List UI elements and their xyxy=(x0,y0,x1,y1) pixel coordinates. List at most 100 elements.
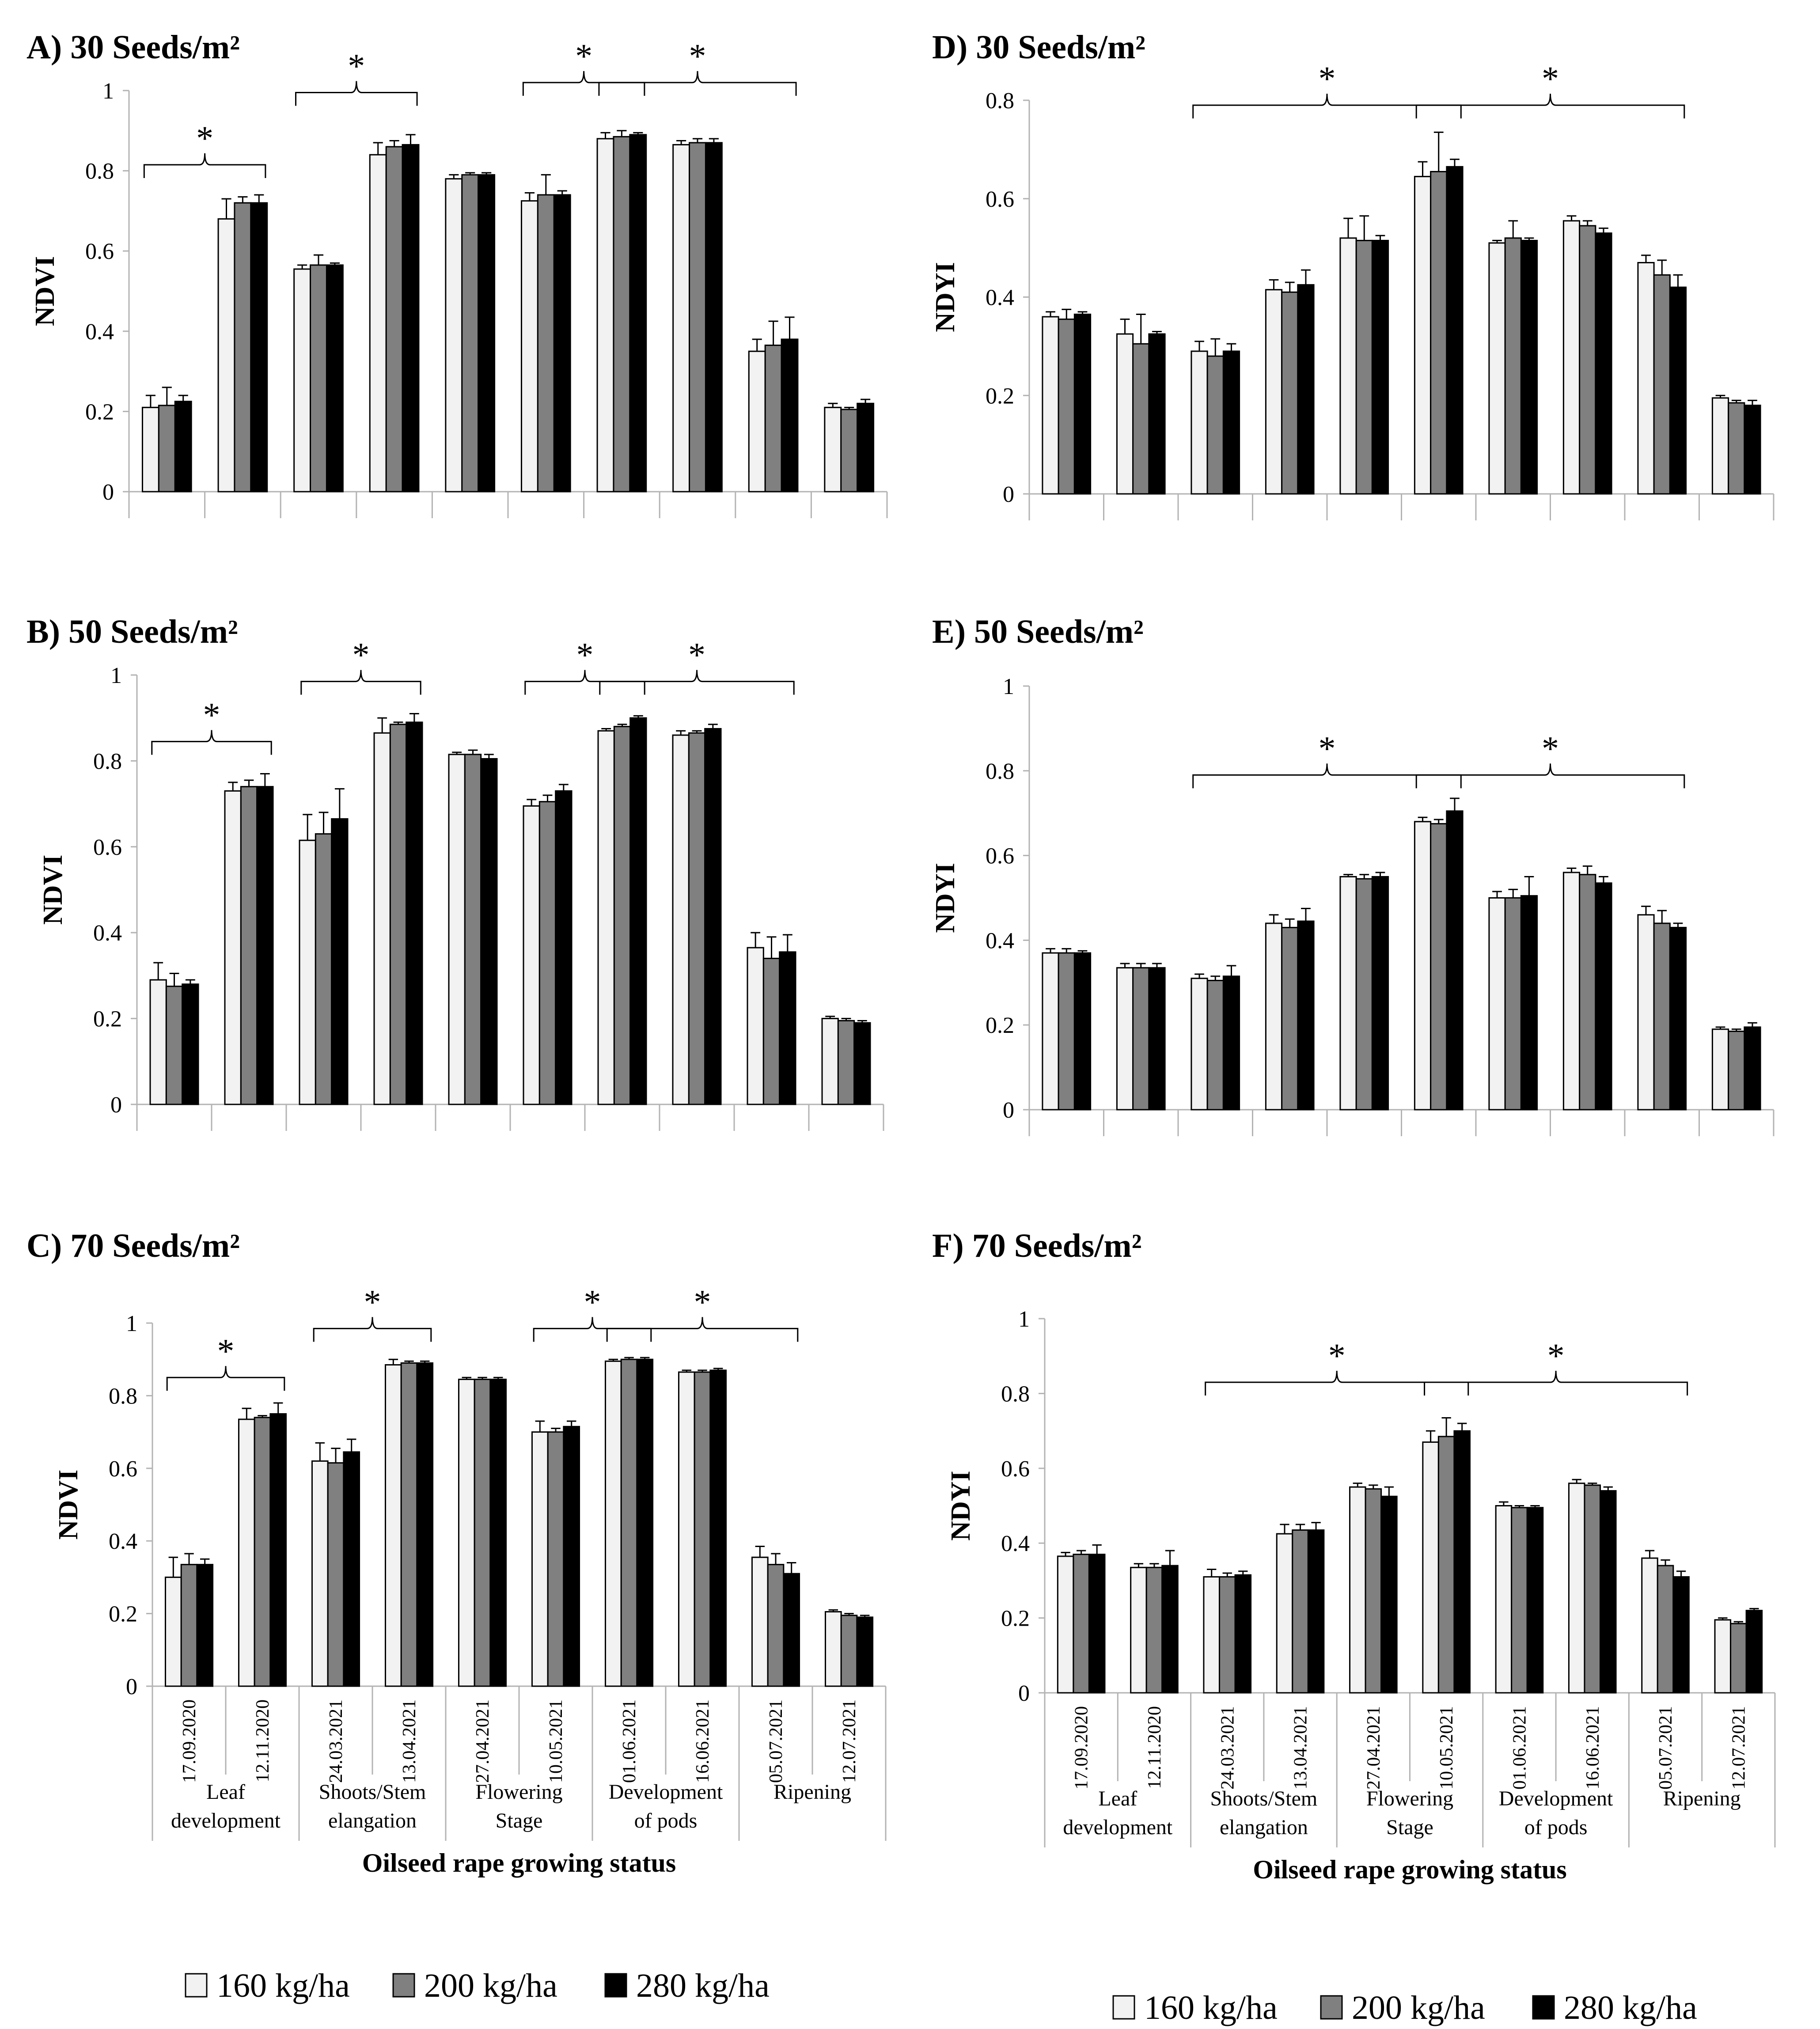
date-label: 13.04.2021 xyxy=(1291,1706,1311,1790)
bar xyxy=(1088,1554,1106,1694)
stage-label: elangation xyxy=(328,1809,417,1832)
bar xyxy=(613,726,631,1105)
bar xyxy=(269,1413,287,1687)
stage-label: Development xyxy=(1499,1787,1613,1810)
y-tick-label: 0 xyxy=(1018,1681,1030,1706)
bar xyxy=(547,1431,565,1687)
y-tick-label: 0.4 xyxy=(986,928,1014,953)
bar xyxy=(1073,952,1092,1111)
bar xyxy=(555,790,573,1105)
bar xyxy=(520,200,538,493)
bar xyxy=(672,734,690,1105)
bar xyxy=(1265,289,1283,495)
bar xyxy=(1744,405,1761,495)
bar xyxy=(1520,239,1538,495)
bar xyxy=(315,833,333,1105)
bar xyxy=(1728,402,1745,495)
significance-bracket xyxy=(599,670,795,695)
y-axis-label: NDYI xyxy=(930,863,960,933)
bar xyxy=(489,1378,507,1687)
y-tick-label: 0.8 xyxy=(1001,1381,1030,1407)
date-label: 24.03.2021 xyxy=(1217,1706,1238,1790)
bar xyxy=(1637,914,1655,1111)
panel-e: E) 50 Seeds/m² 0 0.2 0.4 0.6 0.8 1 NDYI * * xyxy=(930,613,1774,1136)
y-tick-label: 0.4 xyxy=(109,1529,137,1554)
legend-left: 160 kg/ha 200 kg/ha 280 kg/ha xyxy=(185,1967,770,2004)
significance-bracket xyxy=(295,81,418,106)
y-tick-label: 0.6 xyxy=(986,844,1014,869)
bar xyxy=(331,818,349,1105)
significance-bracket xyxy=(524,670,645,695)
bar xyxy=(389,724,407,1105)
bar xyxy=(1339,876,1357,1111)
bar xyxy=(1355,878,1373,1111)
significance-star: * xyxy=(203,696,220,734)
bar xyxy=(400,1362,418,1687)
y-tick-label: 0.4 xyxy=(85,319,114,345)
bar xyxy=(523,805,540,1105)
bar xyxy=(1371,239,1389,495)
bar xyxy=(629,134,647,493)
y-tick-label: 0.2 xyxy=(85,399,114,425)
bar xyxy=(1281,291,1299,495)
bar xyxy=(327,1462,345,1687)
bar xyxy=(174,401,192,493)
bar xyxy=(1526,1507,1544,1694)
bar xyxy=(1276,1533,1293,1694)
bar xyxy=(1355,239,1373,495)
bar xyxy=(1446,810,1464,1111)
bar xyxy=(840,409,858,493)
panel-d: D) 30 Seeds/m² 0 0.2 0.4 0.6 0.8 NDYI * * xyxy=(930,29,1774,520)
stage-label: Stage xyxy=(496,1809,543,1832)
significance-star: * xyxy=(353,636,370,674)
bar xyxy=(1711,397,1729,495)
bar xyxy=(1714,1619,1732,1694)
bar xyxy=(1222,350,1240,495)
y-tick-label: 1 xyxy=(1003,674,1014,699)
y-axis-label: NDVI xyxy=(38,855,68,925)
significance-star: * xyxy=(584,1282,601,1321)
bar xyxy=(1058,952,1075,1111)
bar xyxy=(1339,237,1357,495)
bar xyxy=(1130,1566,1147,1694)
bar xyxy=(1600,1490,1617,1694)
bar xyxy=(1234,1574,1252,1694)
bar xyxy=(480,758,498,1105)
bar xyxy=(1206,980,1224,1111)
panel-title: C) 70 Seeds/m² xyxy=(27,1227,240,1264)
bar xyxy=(369,154,387,493)
panel-title: D) 30 Seeds/m² xyxy=(932,29,1145,66)
bar xyxy=(678,1371,695,1687)
significance-star: * xyxy=(1319,59,1336,98)
legend-label: 200 kg/ha xyxy=(1352,1989,1485,2026)
bar xyxy=(563,1426,580,1687)
stage-label: Development xyxy=(609,1780,723,1804)
bar xyxy=(531,1431,549,1687)
legend-right: 160 kg/ha 200 kg/ha 280 kg/ha xyxy=(1112,1989,1697,2026)
bar xyxy=(310,264,327,493)
bar xyxy=(1430,823,1448,1111)
significance-bracket xyxy=(300,670,421,695)
bar xyxy=(182,983,199,1105)
y-axis-label: NDVI xyxy=(53,1470,83,1540)
y-tick-label: 0.6 xyxy=(85,239,114,264)
bar xyxy=(1745,1610,1763,1694)
bar xyxy=(824,1611,842,1687)
significance-bracket xyxy=(533,1317,652,1342)
significance-star: * xyxy=(1542,729,1559,767)
bar xyxy=(629,717,647,1105)
bar xyxy=(217,218,235,493)
bar xyxy=(478,174,496,493)
y-tick-label: 1 xyxy=(126,1311,137,1336)
x-axis-title: Oilseed rape growing status xyxy=(1253,1855,1567,1884)
bar xyxy=(1520,895,1538,1111)
bar xyxy=(764,345,782,493)
x-axis-title: Oilseed rape growing status xyxy=(362,1848,676,1877)
y-tick-label: 0.8 xyxy=(85,159,114,184)
bar xyxy=(1161,1565,1179,1694)
bar xyxy=(1222,975,1240,1111)
date-label: 12.11.2020 xyxy=(1145,1706,1165,1789)
y-tick-label: 0.8 xyxy=(986,88,1014,114)
significance-star: * xyxy=(575,37,592,75)
legend-label: 280 kg/ha xyxy=(636,1967,770,2004)
